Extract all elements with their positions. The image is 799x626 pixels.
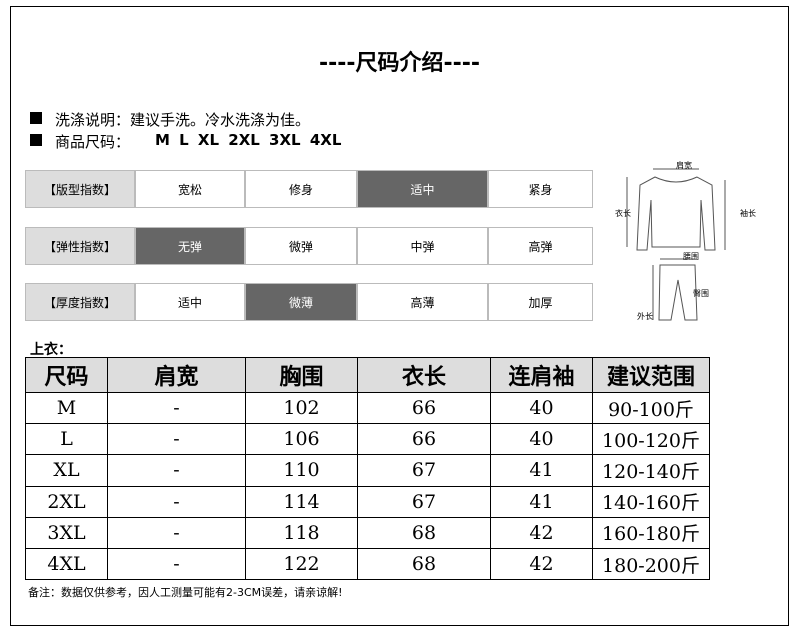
sizes-label: 商品尺码： <box>55 133 131 151</box>
table-header: 衣长 <box>357 357 491 393</box>
diagram-label: 腰围 <box>683 252 699 261</box>
table-cell: - <box>107 392 246 425</box>
table-cell: - <box>107 454 246 487</box>
table-cell: - <box>107 516 246 549</box>
table-cell: 106 <box>245 423 358 456</box>
bullet <box>30 134 42 146</box>
table-cell: 90-100斤 <box>592 392 710 425</box>
table-cell: 40 <box>490 423 593 456</box>
footer-note: 备注：数据仅供参考，因人工测量可能有2-3CM误差，请亲谅解! <box>28 586 343 599</box>
table-header: 尺码 <box>25 357 108 393</box>
table-header: 建议范围 <box>592 357 710 393</box>
table-cell: 2XL <box>25 485 108 518</box>
table-cell: 42 <box>490 548 593 581</box>
table-cell: 110 <box>245 454 358 487</box>
diagram-label: 衣长 <box>615 209 631 218</box>
table-cell: XL <box>25 454 108 487</box>
index-option: 微薄 <box>245 283 357 321</box>
index-option: 高弹 <box>488 227 593 265</box>
table-cell: 41 <box>490 485 593 518</box>
wash-note: 洗涤说明：建议手洗。冷水洗涤为佳。 <box>55 111 311 129</box>
table-cell: 102 <box>245 392 358 425</box>
table-cell: 67 <box>357 485 491 518</box>
table-cell: 120-140斤 <box>592 454 710 487</box>
diagram-label: 外长 <box>637 312 653 321</box>
table-cell: 140-160斤 <box>592 485 710 518</box>
table-cell: 118 <box>245 516 358 549</box>
table-cell: - <box>107 423 246 456</box>
bullet <box>30 112 42 124</box>
table-caption: 上衣： <box>30 342 72 358</box>
index-option: 无弹 <box>135 227 245 265</box>
table-cell: 42 <box>490 516 593 549</box>
table-cell: L <box>25 423 108 456</box>
table-header: 连肩袖 <box>490 357 593 393</box>
index-label: 【厚度指数】 <box>25 283 135 321</box>
table-cell: M <box>25 392 108 425</box>
table-cell: - <box>107 485 246 518</box>
index-option: 加厚 <box>488 283 593 321</box>
table-cell: 68 <box>357 516 491 549</box>
index-option: 修身 <box>245 170 357 208</box>
diagram <box>626 168 726 321</box>
index-label: 【版型指数】 <box>25 170 135 208</box>
table-cell: 67 <box>357 454 491 487</box>
diagram-label: 臀围 <box>693 289 709 298</box>
page: (() => { const data = JSON.parse(documen… <box>10 6 789 626</box>
table-cell: 41 <box>490 454 593 487</box>
table-cell: 114 <box>245 485 358 518</box>
index-option: 宽松 <box>135 170 245 208</box>
index-label: 【弹性指数】 <box>25 227 135 265</box>
table-header: 肩宽 <box>107 357 246 393</box>
table-cell: - <box>107 548 246 581</box>
index-option: 高薄 <box>357 283 488 321</box>
diagram-label: 袖长 <box>740 209 756 218</box>
sizes-value: M L XL 2XL 3XL 4XL <box>155 131 342 149</box>
table-cell: 68 <box>357 548 491 581</box>
index-option: 适中 <box>357 170 488 208</box>
table-cell: 40 <box>490 392 593 425</box>
table-cell: 4XL <box>25 548 108 581</box>
title: ----尺码介绍---- <box>318 51 481 76</box>
table-cell: 122 <box>245 548 358 581</box>
table-cell: 160-180斤 <box>592 516 710 549</box>
index-option: 适中 <box>135 283 245 321</box>
table-cell: 66 <box>357 392 491 425</box>
index-option: 中弹 <box>357 227 488 265</box>
table-cell: 100-120斤 <box>592 423 710 456</box>
index-option: 微弹 <box>245 227 357 265</box>
table-cell: 3XL <box>25 516 108 549</box>
table-cell: 180-200斤 <box>592 548 710 581</box>
table-header: 胸围 <box>245 357 358 393</box>
diagram-label: 肩宽 <box>676 161 692 170</box>
table-cell: 66 <box>357 423 491 456</box>
index-option: 紧身 <box>488 170 593 208</box>
